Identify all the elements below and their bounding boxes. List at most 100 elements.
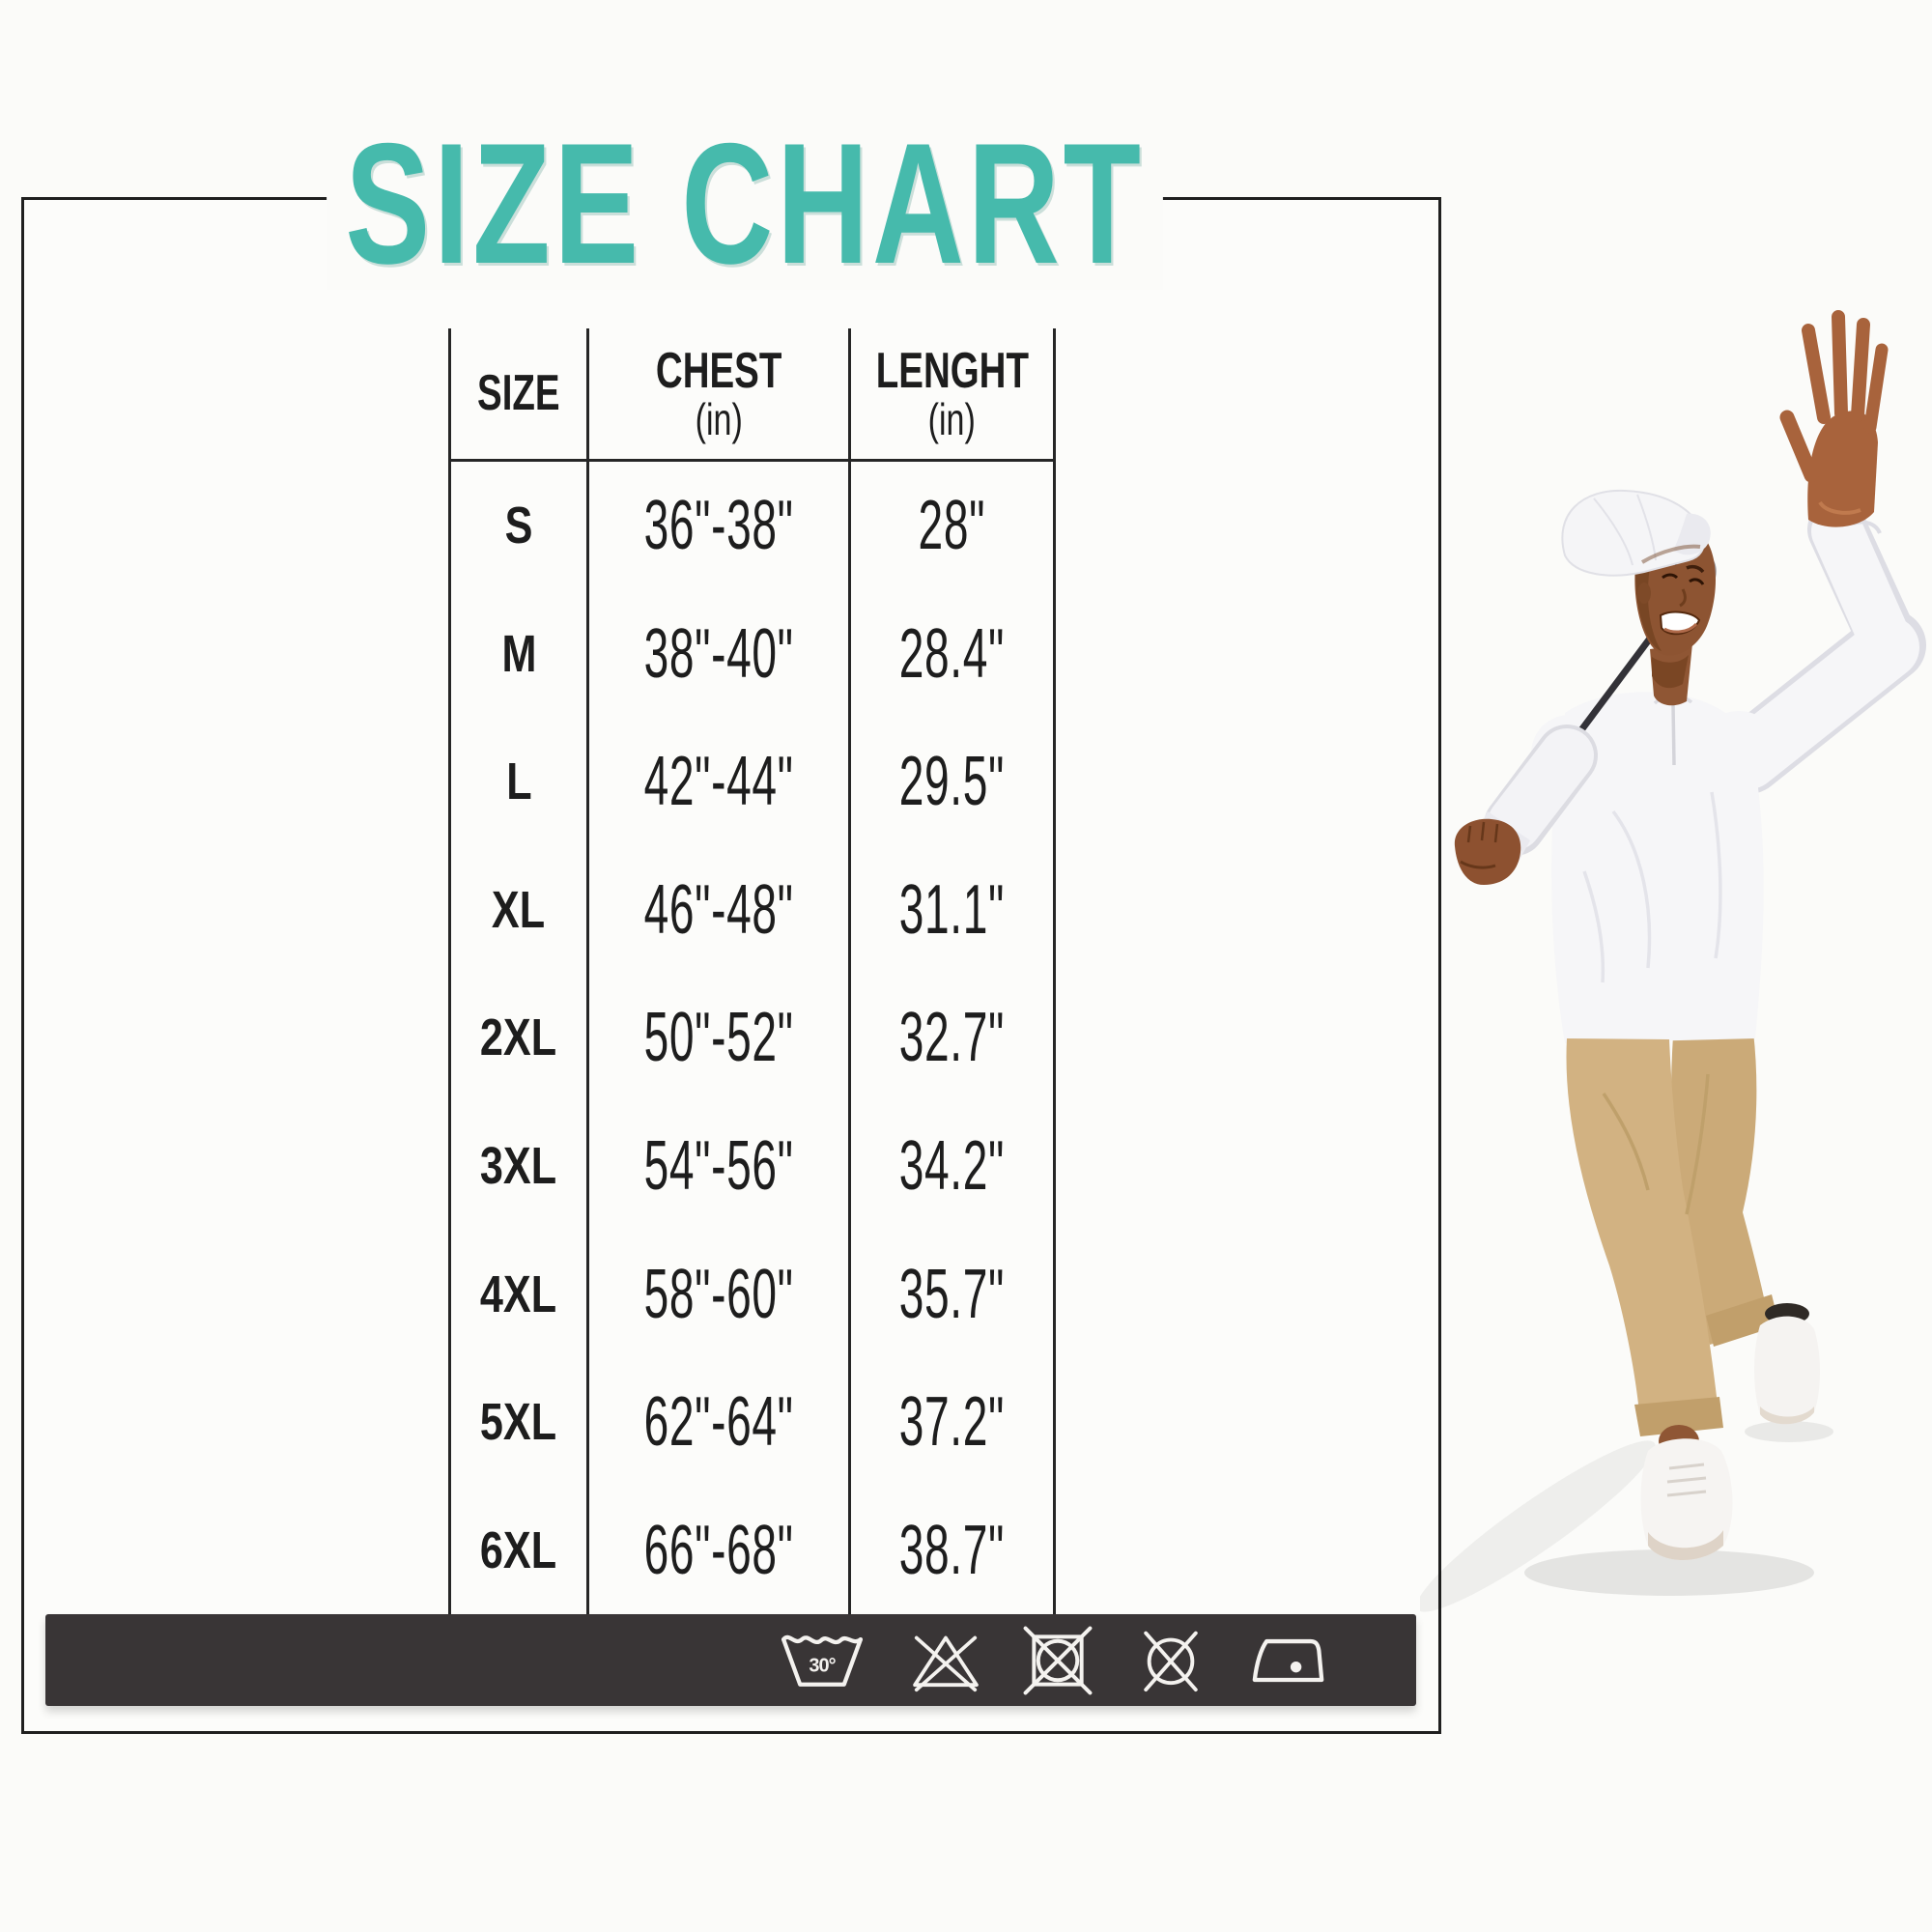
pants-folds xyxy=(1602,1073,1710,1215)
column-header-label: CHEST xyxy=(655,342,782,399)
finger xyxy=(1802,324,1831,424)
length-value: 31.1" xyxy=(898,870,1006,949)
fist-fingers xyxy=(1466,821,1499,843)
chest-value: 62"-64" xyxy=(643,1383,794,1462)
chest-value: 36"-38" xyxy=(643,487,794,565)
chest-value: 58"-60" xyxy=(643,1255,794,1333)
column-header-label: LENGHT xyxy=(875,342,1029,399)
size-value: 4XL xyxy=(480,1264,557,1323)
size-table-cell-chest: 62"-64" xyxy=(586,1357,848,1487)
eyes xyxy=(1662,573,1705,585)
size-table-cell-size: 4XL xyxy=(448,1230,586,1358)
machine-wash-30-icon: 30° xyxy=(781,1634,864,1687)
do-not-tumble-dry-icon xyxy=(1023,1626,1093,1694)
cap-seams xyxy=(1593,494,1657,566)
size-table-cell-chest: 58"-60" xyxy=(586,1230,848,1358)
size-table-cell-length: 31.1" xyxy=(848,845,1056,975)
size-table-cell-length: 38.7" xyxy=(848,1486,1056,1614)
length-value: 38.7" xyxy=(898,1511,1006,1589)
chest-value: 50"-52" xyxy=(643,999,794,1077)
shirt-folds xyxy=(1582,791,1722,983)
size-table-cell-size: M xyxy=(448,589,586,719)
size-table-cell-size: L xyxy=(448,718,586,846)
size-table-cell-length: 34.2" xyxy=(848,1101,1056,1231)
shadow xyxy=(1745,1421,1833,1442)
size-table-cell-length: 29.5" xyxy=(848,718,1056,846)
lower-lip xyxy=(1663,622,1698,634)
size-table-cell-chest: 38"-40" xyxy=(586,589,848,719)
nose xyxy=(1679,588,1687,608)
size-table-cell-length: 37.2" xyxy=(848,1357,1056,1487)
front-sneaker-sole xyxy=(1648,1530,1723,1560)
sneaker-laces xyxy=(1666,1463,1707,1497)
size-table-cell-size: 6XL xyxy=(448,1486,586,1614)
column-header-unit: (in) xyxy=(695,393,743,444)
size-table-cell-size: 5XL xyxy=(448,1357,586,1487)
finger xyxy=(1851,318,1870,422)
thumb xyxy=(1460,860,1496,869)
size-table-cell-size: S xyxy=(448,462,586,590)
column-header-chest: CHEST (in) xyxy=(586,328,848,462)
size-value: M xyxy=(500,624,536,683)
finger xyxy=(1832,310,1848,420)
length-value: 28.4" xyxy=(898,614,1006,693)
thumb xyxy=(1779,410,1819,483)
size-table-cell-chest: 42"-44" xyxy=(586,718,848,846)
pants-front-cuff xyxy=(1634,1397,1723,1436)
length-value: 37.2" xyxy=(898,1383,1006,1462)
length-value: 34.2" xyxy=(898,1127,1006,1206)
raised-arm-sleeve xyxy=(1811,505,1915,673)
size-table-cell-size: 2XL xyxy=(448,974,586,1102)
length-value: 28" xyxy=(918,487,986,565)
chest-value: 38"-40" xyxy=(643,614,794,693)
page-title: SIZE CHART xyxy=(327,118,1163,290)
size-value: L xyxy=(505,753,532,811)
back-sneaker-sole xyxy=(1760,1406,1814,1425)
iron-low-heat-icon xyxy=(1252,1638,1324,1682)
chest-value: 42"-44" xyxy=(643,743,794,821)
fist xyxy=(1454,818,1521,885)
size-value: S xyxy=(504,497,533,555)
size-table-cell-chest: 50"-52" xyxy=(586,974,848,1102)
size-table-cell-size: 3XL xyxy=(448,1101,586,1231)
zip-line xyxy=(1671,703,1676,766)
shadow xyxy=(1524,1549,1814,1596)
size-table-cell-length: 28.4" xyxy=(848,589,1056,719)
size-table-cell-size: XL xyxy=(448,845,586,975)
size-table-cell-chest: 54"-56" xyxy=(586,1101,848,1231)
column-header-label: SIZE xyxy=(477,364,560,421)
chest-value: 46"-48" xyxy=(643,870,794,949)
column-header-length: LENGHT (in) xyxy=(848,328,1056,462)
care-icons-row: 30° xyxy=(768,1614,1336,1706)
size-table-cell-chest: 66"-68" xyxy=(586,1486,848,1614)
wash-temperature-label: 30° xyxy=(809,1655,836,1676)
chest-value: 66"-68" xyxy=(643,1511,794,1589)
front-arm-sleeve xyxy=(1488,728,1594,850)
finger xyxy=(1863,343,1889,434)
care-instructions-bar: 30° xyxy=(45,1614,1416,1706)
size-table-cell-length: 35.7" xyxy=(848,1230,1056,1358)
do-not-bleach-icon xyxy=(913,1635,979,1691)
length-value: 32.7" xyxy=(898,999,1006,1077)
size-table-cell-length: 28" xyxy=(848,462,1056,590)
neck-shadow xyxy=(1652,655,1689,689)
palm-highlight xyxy=(1818,500,1861,515)
raised-hand-palm xyxy=(1807,411,1878,527)
size-value: 3XL xyxy=(480,1137,557,1196)
size-value: 2XL xyxy=(480,1009,557,1067)
cap-shadow xyxy=(1640,544,1701,564)
size-table-cell-chest: 36"-38" xyxy=(586,462,848,590)
front-sneaker xyxy=(1640,1438,1733,1560)
size-value: XL xyxy=(492,880,546,939)
pants-front-leg xyxy=(1566,1038,1718,1412)
do-not-dry-clean-icon xyxy=(1144,1631,1198,1691)
size-table: SIZE CHEST (in) LENGHT (in) S 36"-38" 28" M… xyxy=(448,328,1056,1614)
size-table-cell-length: 32.7" xyxy=(848,974,1056,1102)
model-photo xyxy=(1420,310,1926,1612)
column-header-size: SIZE xyxy=(448,328,586,462)
back-sneaker xyxy=(1754,1316,1820,1425)
shirt-torso xyxy=(1551,692,1764,1043)
size-value: 5XL xyxy=(480,1393,557,1452)
chest-value: 54"-56" xyxy=(643,1127,794,1206)
shadow xyxy=(1420,1440,1656,1612)
